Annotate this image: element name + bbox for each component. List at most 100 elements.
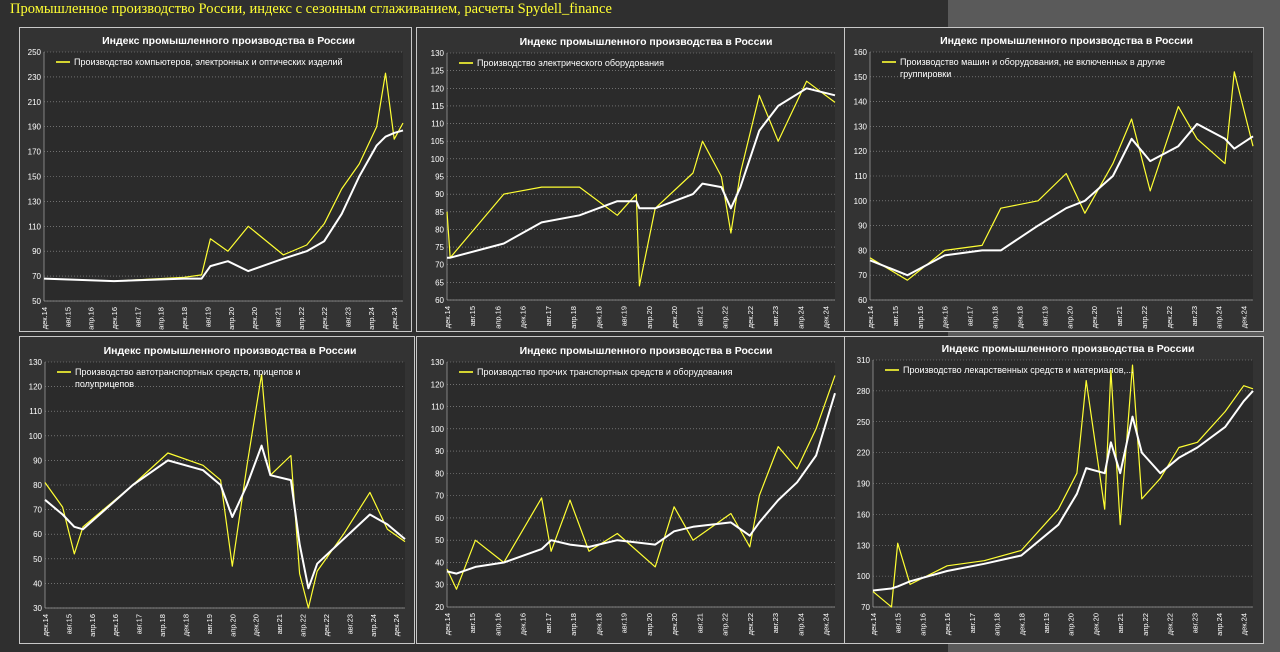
y-tick-label: 120 bbox=[431, 84, 445, 93]
x-tick-label: дек.18 bbox=[594, 613, 603, 635]
x-tick-label: авг.23 bbox=[1190, 613, 1199, 633]
x-tick-label: дек.18 bbox=[594, 306, 603, 328]
x-tick-label: апр.20 bbox=[1065, 306, 1074, 329]
y-tick-label: 170 bbox=[28, 148, 42, 157]
series-line-smoothed bbox=[872, 390, 1254, 592]
x-tick-label: дек.22 bbox=[746, 306, 755, 328]
x-tick-label: дек.16 bbox=[111, 614, 120, 636]
y-tick-label: 140 bbox=[854, 98, 868, 107]
y-tick-label: 130 bbox=[28, 197, 42, 206]
chart-svg: 50 70 90 110 130 150 170 190 210 230 250 дек.14 авг.… bbox=[20, 28, 411, 331]
x-tick-label: апр.18 bbox=[569, 613, 578, 636]
x-tick-label: дек.20 bbox=[252, 614, 261, 636]
y-tick-label: 210 bbox=[28, 98, 42, 107]
chart-title: Индекс промышленного производства в Росс… bbox=[102, 35, 355, 47]
chart-title: Индекс промышленного производства в Росс… bbox=[520, 36, 773, 48]
x-tick-label: авг.15 bbox=[468, 613, 477, 633]
legend-label: группировки bbox=[900, 69, 951, 79]
y-tick-label: 30 bbox=[435, 581, 444, 590]
x-tick-label: авг.21 bbox=[1116, 613, 1125, 633]
chart-title: Индекс промышленного производства в Росс… bbox=[940, 35, 1193, 47]
y-tick-label: 125 bbox=[431, 67, 445, 76]
legend-label: Производство компьютеров, электронных и … bbox=[74, 57, 343, 67]
x-tick-label: апр.18 bbox=[569, 306, 578, 329]
x-tick-label: апр.22 bbox=[721, 306, 730, 329]
x-tick-label: авг.21 bbox=[695, 613, 704, 633]
y-tick-label: 230 bbox=[28, 73, 42, 82]
y-tick-label: 110 bbox=[28, 222, 41, 231]
y-tick-label: 40 bbox=[435, 558, 444, 567]
x-tick-label: авг.23 bbox=[771, 306, 780, 326]
x-tick-label: авг.21 bbox=[695, 306, 704, 326]
x-tick-label: авг.21 bbox=[1115, 306, 1124, 326]
series-line-smoothed bbox=[44, 444, 406, 590]
y-tick-label: 130 bbox=[431, 358, 445, 367]
x-tick-label: авг.17 bbox=[544, 306, 553, 326]
x-tick-label: апр.16 bbox=[88, 614, 97, 637]
y-tick-label: 150 bbox=[854, 73, 868, 82]
y-tick-label: 95 bbox=[435, 173, 444, 182]
x-tick-label: дек.24 bbox=[822, 306, 831, 328]
y-tick-label: 40 bbox=[33, 579, 42, 588]
y-tick-label: 160 bbox=[854, 48, 868, 57]
chart-svg: 60 65 70 75 80 85 90 95 100 105 110 115 120 125 130 дек… bbox=[417, 28, 845, 331]
y-tick-label: 150 bbox=[28, 173, 42, 182]
plot-area bbox=[44, 52, 403, 301]
x-tick-label: дек.20 bbox=[1090, 306, 1099, 328]
y-tick-label: 100 bbox=[857, 572, 871, 581]
x-tick-label: апр.18 bbox=[157, 307, 166, 330]
x-tick-label: дек.16 bbox=[519, 613, 528, 635]
x-tick-label: дек.16 bbox=[110, 307, 119, 329]
y-tick-label: 130 bbox=[431, 49, 445, 58]
x-tick-label: авг.19 bbox=[203, 307, 212, 327]
y-tick-label: 50 bbox=[33, 555, 42, 564]
x-tick-label: авг.19 bbox=[620, 306, 629, 326]
x-tick-label: авг.19 bbox=[1042, 613, 1051, 633]
y-tick-label: 130 bbox=[854, 122, 868, 131]
page-title: Промышленное производство России, индекс… bbox=[10, 1, 612, 17]
x-tick-label: авг.19 bbox=[620, 613, 629, 633]
x-tick-label: дек.24 bbox=[1240, 306, 1249, 328]
x-tick-label: дек.24 bbox=[1240, 613, 1249, 635]
x-tick-label: дек.14 bbox=[443, 306, 452, 328]
x-tick-label: апр.16 bbox=[916, 306, 925, 329]
x-tick-label: авг.15 bbox=[63, 307, 72, 327]
x-tick-label: авг.19 bbox=[205, 614, 214, 634]
x-tick-label: апр.24 bbox=[1215, 306, 1224, 329]
y-tick-label: 70 bbox=[435, 492, 444, 501]
y-tick-label: 80 bbox=[33, 481, 42, 490]
x-tick-label: апр.22 bbox=[721, 613, 730, 636]
x-tick-label: апр.24 bbox=[367, 307, 376, 330]
x-tick-label: апр.24 bbox=[1215, 613, 1224, 636]
chart-svg: 70 100 130 160 190 220 250 280 310 дек.14 авг.15 ап… bbox=[845, 337, 1263, 643]
x-tick-label: дек.16 bbox=[941, 306, 950, 328]
x-tick-label: авг.23 bbox=[344, 307, 353, 327]
x-tick-label: дек.22 bbox=[1165, 306, 1174, 328]
x-tick-label: авг.15 bbox=[891, 306, 900, 326]
y-tick-label: 90 bbox=[33, 456, 42, 465]
y-tick-label: 60 bbox=[435, 296, 444, 305]
x-tick-label: авг.23 bbox=[345, 614, 354, 634]
chart-panel-machinery: 60 70 80 90 100 110 120 130 140 150 160 дек.14 авг.1… bbox=[844, 27, 1264, 332]
chart-title: Индекс промышленного производства в Росс… bbox=[942, 343, 1195, 355]
x-tick-label: апр.18 bbox=[158, 614, 167, 637]
series-line-raw bbox=[446, 80, 836, 287]
x-tick-label: дек.16 bbox=[519, 306, 528, 328]
x-tick-label: авг.19 bbox=[1040, 306, 1049, 326]
series-line-raw bbox=[43, 72, 404, 282]
x-tick-label: дек.20 bbox=[670, 613, 679, 635]
y-tick-label: 120 bbox=[431, 380, 445, 389]
x-tick-label: дек.18 bbox=[1017, 613, 1026, 635]
y-tick-label: 60 bbox=[858, 296, 867, 305]
x-tick-label: дек.18 bbox=[1015, 306, 1024, 328]
y-tick-label: 115 bbox=[431, 102, 444, 111]
chart-svg: 60 70 80 90 100 110 120 130 140 150 160 дек.14 авг.1… bbox=[845, 28, 1263, 331]
x-tick-label: апр.18 bbox=[993, 613, 1002, 636]
plot-area bbox=[447, 362, 835, 607]
x-tick-label: апр.22 bbox=[297, 307, 306, 330]
y-tick-label: 120 bbox=[854, 147, 868, 156]
y-tick-label: 90 bbox=[435, 447, 444, 456]
x-tick-label: авг.17 bbox=[966, 306, 975, 326]
x-tick-label: апр.20 bbox=[645, 306, 654, 329]
y-tick-label: 80 bbox=[435, 469, 444, 478]
